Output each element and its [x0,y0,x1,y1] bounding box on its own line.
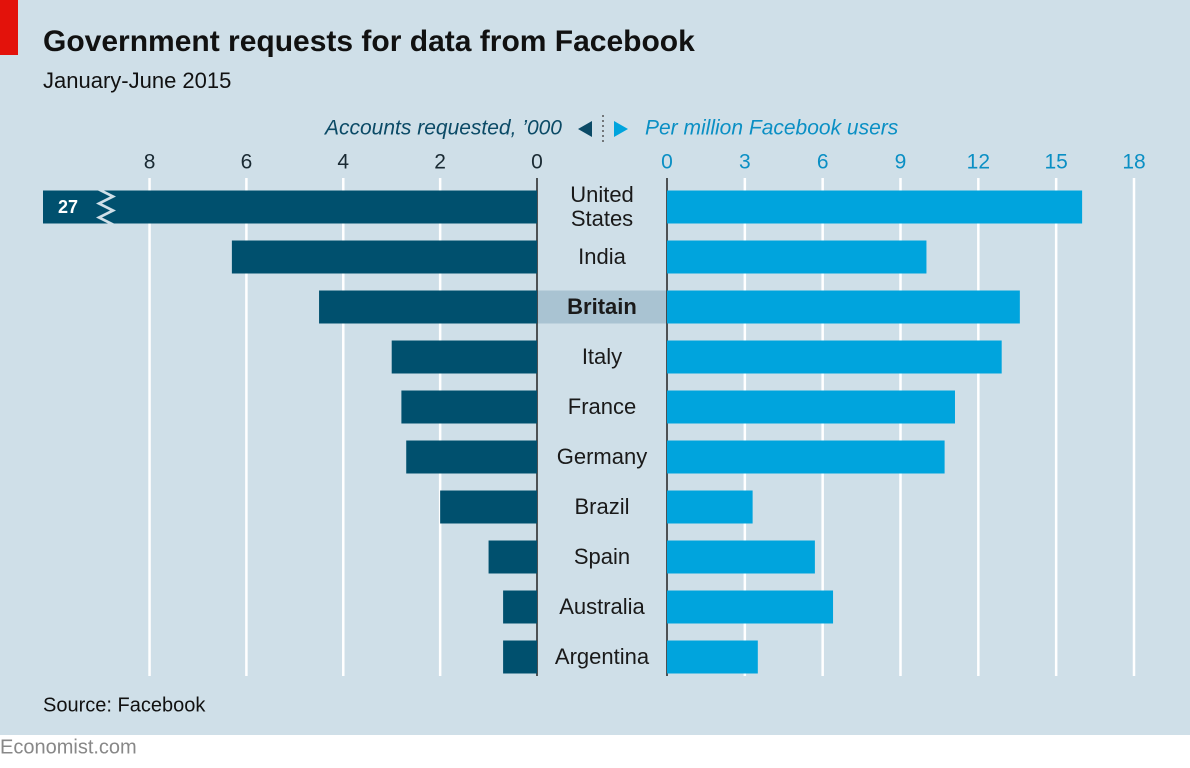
x-tick-label: 0 [531,151,543,174]
source: Source: Facebook [43,694,206,716]
chart-title: Government requests for data from Facebo… [43,25,695,58]
legend-right: Per million Facebook users [645,117,899,140]
bar [406,440,537,474]
arrow-right [614,121,628,137]
bar [667,440,945,474]
bar [503,640,537,674]
x-tick-label: 2 [434,151,446,174]
x-tick-label: 18 [1122,151,1145,174]
left-bars [43,190,537,674]
category-label: India [578,244,626,269]
highlight-band [537,290,667,324]
bar [667,240,927,274]
x-tick-label: 4 [337,151,349,174]
x-tick-label: 3 [739,151,751,174]
category-label: Britain [567,294,637,319]
x-tick-label: 6 [241,151,253,174]
bar [391,340,537,374]
category-label: Argentina [554,644,650,669]
category-label: Spain [573,544,631,569]
x-tick-label: 9 [895,151,907,174]
bar [488,540,537,574]
bar [231,240,537,274]
bar [667,290,1020,324]
category-label: Brazil [574,494,630,519]
x-tick-label: 12 [967,151,990,174]
bar [503,590,537,624]
bar [440,490,537,524]
axis-break [96,189,116,225]
legend-left: Accounts requested, ’000 [323,117,562,140]
x-tick-label: 15 [1044,151,1067,174]
footer: Economist.com [0,736,137,758]
category-label: Germany [556,444,648,469]
bar [667,190,1083,224]
chart-subtitle: January-June 2015 [43,68,231,93]
bar [401,390,537,424]
bar [667,490,753,524]
category-label: United States [570,182,634,231]
value-label: 27 [58,197,78,217]
arrow-left [578,121,592,137]
x-tick-label: 0 [661,151,673,174]
red-tag [0,0,18,55]
bar [43,190,537,224]
x-tick-label: 6 [817,151,829,174]
category-label: Australia [559,594,645,619]
category-label: France [567,394,637,419]
x-tick-label: 8 [144,151,156,174]
category-label: Italy [581,344,623,369]
bar [667,340,1002,374]
bar [667,540,815,574]
bar [667,640,758,674]
bar [319,290,537,324]
bar [667,590,834,624]
bar [667,390,955,424]
